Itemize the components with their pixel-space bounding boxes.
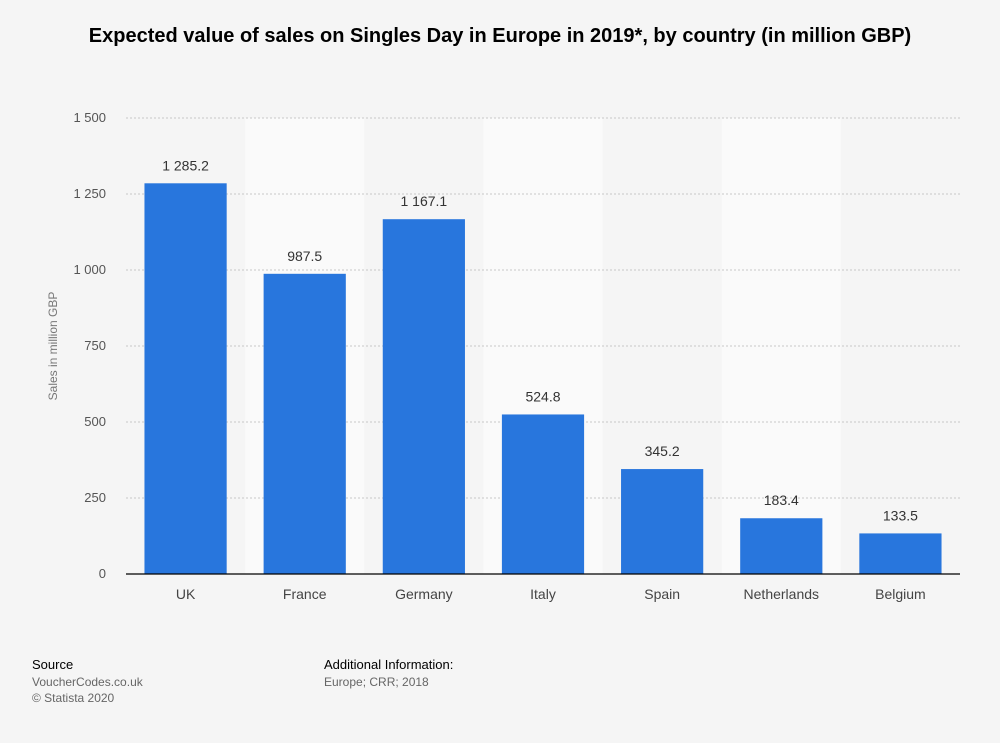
bar-france <box>263 273 346 574</box>
chart-title: Expected value of sales on Singles Day i… <box>88 25 912 47</box>
data-label: 133.5 <box>883 507 918 523</box>
data-label: 1 167.1 <box>400 193 447 209</box>
source-block: Source VoucherCodes.co.uk © Statista 202… <box>32 657 143 706</box>
bar-uk <box>144 183 227 574</box>
data-label: 1 285.2 <box>162 157 209 173</box>
additional-info-block: Additional Information: Europe; CRR; 201… <box>324 657 453 690</box>
y-tick-label: 1 000 <box>73 262 106 277</box>
x-tick-label: Italy <box>530 586 556 602</box>
column-band <box>721 118 841 574</box>
x-tick-label: France <box>283 586 327 602</box>
source-line[interactable]: VoucherCodes.co.uk <box>32 675 143 689</box>
y-tick-label: 750 <box>84 338 106 353</box>
bar-italy <box>501 414 585 574</box>
x-tick-label: Belgium <box>875 586 926 602</box>
bar-spain <box>621 469 704 574</box>
bar-germany <box>382 219 465 574</box>
y-tick-label: 500 <box>84 414 106 429</box>
y-axis-label: Sales in million GBP <box>46 292 60 401</box>
x-tick-label: Spain <box>644 586 680 602</box>
source-heading: Source <box>32 657 74 672</box>
x-tick-label: UK <box>176 586 196 602</box>
bar-belgium <box>859 533 942 574</box>
data-label: 987.5 <box>287 248 322 264</box>
x-tick-label: Germany <box>395 586 453 602</box>
bar-netherlands <box>740 518 823 574</box>
y-tick-label: 1 250 <box>73 186 106 201</box>
data-label: 183.4 <box>764 492 799 508</box>
y-tick-label: 250 <box>84 490 106 505</box>
x-tick-label: Netherlands <box>744 586 820 602</box>
y-tick-label: 0 <box>99 566 106 581</box>
data-label: 345.2 <box>645 443 680 459</box>
data-label: 524.8 <box>525 388 560 404</box>
additional-info-heading: Additional Information: <box>324 657 454 672</box>
copyright-line: © Statista 2020 <box>32 691 115 705</box>
y-tick-label: 1 500 <box>73 110 106 125</box>
additional-info-line: Europe; CRR; 2018 <box>324 675 429 689</box>
